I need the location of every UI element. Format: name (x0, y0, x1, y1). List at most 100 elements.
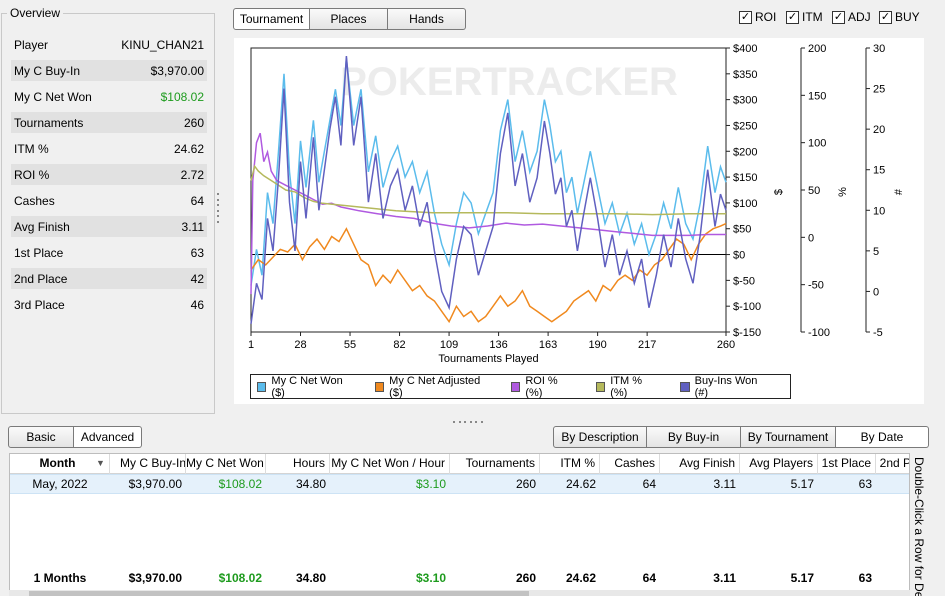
y-tick-label: 5 (873, 246, 879, 258)
table-cell: 24.62 (565, 571, 596, 585)
tab-hands[interactable]: Hands (388, 8, 466, 30)
table-cell: 34.80 (295, 477, 326, 491)
checkmark-icon: ✓ (786, 10, 799, 24)
legend-swatch (595, 381, 606, 392)
table-cell: 63 (858, 571, 872, 585)
table-cell: 34.80 (295, 571, 326, 585)
series-line (250, 222, 727, 324)
legend-item: My C Net Won ($) (257, 375, 353, 399)
table-cell: 63 (858, 477, 872, 491)
tab-basic[interactable]: Basic (8, 426, 74, 448)
table-cell: 5.17 (790, 477, 814, 491)
table-cell: 64 (642, 571, 656, 585)
overview-value: 42 (190, 271, 204, 286)
column-header[interactable]: Avg Finish (660, 454, 740, 474)
column-header[interactable]: Cashes (600, 454, 660, 474)
series-line (250, 164, 726, 216)
legend-item: My C Net Adjusted ($) (374, 375, 489, 399)
y-tick-label: $0 (733, 250, 745, 262)
y-tick-label: 30 (873, 43, 885, 55)
column-header[interactable]: Hours (266, 454, 330, 474)
x-axis-label: Tournaments Played (438, 353, 538, 365)
watermark-text: POKERTRACKER (340, 60, 678, 104)
overview-panel: Overview Player KINU_CHAN21 My C Buy-In $3,… (1, 6, 215, 414)
x-tick-label: 217 (638, 339, 656, 351)
x-tick-label: 55 (344, 339, 356, 351)
column-header[interactable]: 1st Place (818, 454, 876, 474)
y-tick-label: $100 (733, 198, 757, 210)
y-tick-label: $400 (733, 43, 757, 55)
tab-tournament[interactable]: Tournament (233, 8, 310, 30)
horizontal-splitter[interactable] (453, 420, 483, 424)
y-tick-label: 100 (808, 138, 826, 150)
overview-row: ITM % 24.62 (11, 138, 207, 159)
y-tick-label: 0 (873, 286, 879, 298)
column-header[interactable]: My C Net Won (186, 454, 266, 474)
x-tick-label: 163 (539, 339, 557, 351)
adj-checkbox[interactable]: ✓ ADJ (832, 10, 871, 24)
overview-title: Overview (7, 6, 64, 20)
tab-by-date[interactable]: By Date (836, 426, 929, 448)
table-row[interactable]: May, 2022 $3,970.00 $108.02 34.80 $3.10 260 24… (10, 474, 909, 494)
column-header[interactable]: My C Buy-In (120, 454, 186, 474)
tab-advanced[interactable]: Advanced (74, 426, 142, 448)
table-cell: 24.62 (565, 477, 596, 491)
y-tick-label: -5 (873, 327, 883, 339)
table-cell: May, 2022 (32, 477, 88, 491)
chart-frame: POKERTRACKER 1 28 55 82 109 136 163 190 217 260 To… (234, 38, 924, 404)
overview-row: Player KINU_CHAN21 (11, 34, 207, 55)
column-header[interactable]: Month (10, 454, 110, 474)
group-tab-group: By Description By Buy-in By Tournament B… (553, 426, 929, 448)
overview-value: 2.72 (180, 167, 204, 182)
overview-row: ROI % 2.72 (11, 164, 207, 185)
legend-swatch (680, 381, 690, 392)
table-cell: 3.11 (713, 571, 736, 585)
sort-down-icon: ▼ (96, 458, 105, 468)
legend-label: ROI % (%) (525, 374, 558, 399)
table-cell: 3.11 (713, 477, 736, 491)
overview-value: 24.62 (173, 141, 204, 156)
horizontal-scrollbar[interactable] (9, 590, 910, 596)
table-cell: $3,970.00 (128, 477, 182, 491)
table-cell: 260 (515, 477, 536, 491)
tab-by-tournament[interactable]: By Tournament (741, 426, 836, 448)
y-tick-label: 20 (873, 124, 885, 136)
scrollbar-thumb[interactable] (29, 591, 529, 596)
buy-checkbox[interactable]: ✓ BUY (879, 10, 920, 24)
overview-label: ROI % (14, 167, 50, 182)
table-cell (876, 475, 909, 495)
legend-swatch (257, 381, 267, 392)
table-cell: 1 Months (33, 571, 87, 585)
checkmark-icon: ✓ (739, 10, 752, 24)
x-tick-label: 1 (248, 339, 254, 351)
legend-label: Buy-Ins Won (#) (694, 374, 758, 399)
table-cell: 260 (515, 571, 536, 585)
tab-by-buy-in[interactable]: By Buy-in (647, 426, 741, 448)
y-axis-label: % (837, 187, 849, 197)
overview-label: Player (14, 37, 49, 52)
roi-checkbox[interactable]: ✓ ROI (739, 10, 777, 24)
y-tick-label: -100 (808, 327, 830, 339)
column-header[interactable]: Avg Players (740, 454, 818, 474)
overview-value: $108.02 (160, 89, 204, 104)
column-header[interactable]: ITM % (540, 454, 600, 474)
itm-checkbox[interactable]: ✓ ITM (786, 10, 823, 24)
column-header[interactable]: Tournaments (450, 454, 540, 474)
overview-row: Avg Finish 3.11 (11, 216, 207, 237)
legend-item: ITM % (%) (595, 375, 658, 399)
overview-row: 2nd Place 42 (11, 268, 207, 289)
x-tick-label: 260 (717, 339, 735, 351)
vertical-splitter[interactable] (216, 193, 220, 223)
table-cell: $3,970.00 (128, 571, 182, 585)
y-tick-label: $-50 (733, 275, 755, 287)
table-cell: $108.02 (218, 571, 262, 585)
column-header[interactable]: My C Net Won / Hour (330, 454, 450, 474)
tab-places[interactable]: Places (310, 8, 388, 30)
overview-label: Cashes (14, 193, 55, 208)
y-tick-label: -50 (808, 280, 824, 292)
series-line (250, 58, 727, 286)
tab-by-description[interactable]: By Description (553, 426, 647, 448)
overview-label: ITM % (14, 141, 49, 156)
y-tick-label: $150 (733, 172, 757, 184)
column-header[interactable]: 2nd P (876, 454, 909, 474)
